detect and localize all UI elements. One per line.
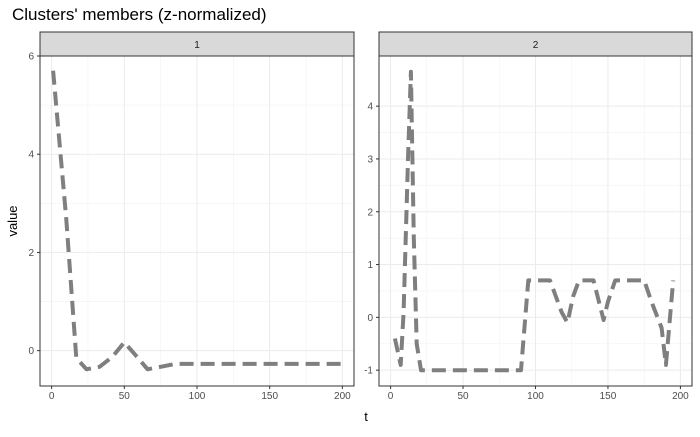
x-tick-label: 100: [189, 391, 206, 402]
y-tick-label: 2: [28, 248, 34, 259]
x-tick-label: 0: [388, 391, 394, 402]
facet-strip: [39, 31, 355, 57]
y-tick-label: 2: [367, 207, 373, 218]
x-tick-label: 0: [49, 391, 55, 402]
y-tick-label: 6: [28, 52, 34, 63]
x-tick-label: 150: [261, 391, 278, 402]
x-tick-label: 200: [334, 391, 351, 402]
x-tick-label: 150: [600, 391, 617, 402]
x-tick-label: 100: [527, 391, 544, 402]
x-tick-label: 50: [119, 391, 131, 402]
gridlines: [379, 56, 692, 386]
y-tick-label: 1: [367, 260, 373, 271]
y-axis-title: value: [5, 205, 20, 236]
y-tick-label: -1: [364, 366, 373, 377]
y-tick-label: 0: [367, 313, 373, 324]
y-tick-label: 4: [367, 102, 373, 113]
chart-title: Clusters' members (z-normalized): [12, 5, 267, 24]
facet-strip-label: 1: [194, 40, 200, 51]
series-line: [51, 70, 343, 372]
y-tick-label: 0: [28, 346, 34, 357]
series-line: [392, 69, 676, 373]
y-tick-label: 4: [28, 150, 34, 161]
x-axis-title: t: [364, 409, 368, 424]
facet-strip-label: 2: [533, 40, 539, 51]
x-tick-label: 200: [672, 391, 689, 402]
facet-panels: 1 0 50 100 150 200 0 2 4 6 2 0 50 100 150 200 -1 0 1 2 3 4: [28, 31, 693, 402]
facet-panel-2: 2 0 50 100 150 200 -1 0 1 2 3 4: [364, 31, 693, 402]
x-tick-label: 50: [457, 391, 469, 402]
y-tick-label: 3: [367, 154, 373, 165]
facet-panel-1: 1 0 50 100 150 200 0 2 4 6: [28, 31, 355, 402]
